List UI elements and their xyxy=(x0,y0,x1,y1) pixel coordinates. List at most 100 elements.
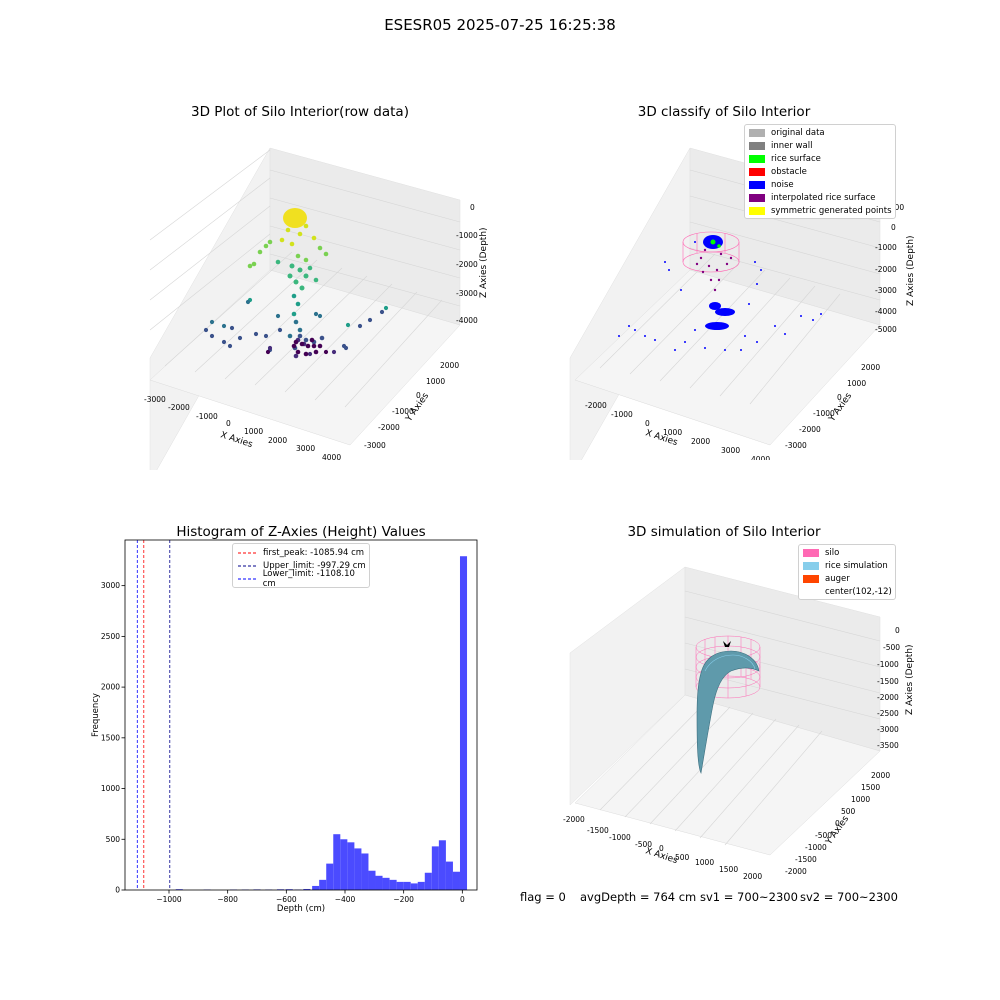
legend-swatch xyxy=(749,167,765,176)
legend-entry: first_peak: -1085.94 cm xyxy=(233,546,369,559)
raw-plot-title: 3D Plot of Silo Interior(row data) xyxy=(191,104,409,120)
z-tick: 0 xyxy=(895,626,900,635)
y-tick: -1000 xyxy=(805,843,827,852)
y-axis-label: Frequency xyxy=(91,693,101,737)
y-tick: 1000 xyxy=(851,795,870,804)
legend-swatch xyxy=(749,154,765,163)
x-tick: 3000 xyxy=(721,446,740,455)
legend-entry: interpolated rice surface xyxy=(745,191,895,204)
y-tick-label: 500 xyxy=(106,835,121,844)
y-tick: 500 xyxy=(841,807,856,816)
histogram-bar xyxy=(452,871,460,890)
status-avg-depth: avgDepth = 764 cm xyxy=(580,890,697,904)
legend-line-first-peak xyxy=(238,552,258,553)
z-tick: -3000 xyxy=(877,725,899,734)
legend-swatch xyxy=(803,588,819,596)
legend-swatch xyxy=(749,206,765,215)
z-tick: -1000 xyxy=(456,231,478,240)
y-tick: 2000 xyxy=(871,771,890,780)
x-axis-label: Depth (cm) xyxy=(277,904,325,914)
x-tick-label: −1000 xyxy=(156,895,182,904)
y-tick: -2000 xyxy=(378,423,400,432)
classify-legend: original data inner wall rice surface ob… xyxy=(744,124,896,219)
rice-surface-mesh xyxy=(704,654,756,672)
y-tick: -1000 xyxy=(813,409,835,418)
legend-entry: inner wall xyxy=(745,139,895,152)
simulation-legend: silo rice simulation auger center(102,-1… xyxy=(798,544,896,600)
y-tick: 2000 xyxy=(440,361,459,370)
x-tick: 1000 xyxy=(663,428,682,437)
floor-pane xyxy=(574,694,881,856)
legend-entry: rice surface xyxy=(745,152,895,165)
legend-swatch xyxy=(803,548,819,557)
status-sv1: sv1 = 700~2300 xyxy=(700,890,798,904)
z-tick: -3500 xyxy=(877,741,899,750)
grid-lines xyxy=(149,149,461,408)
histogram-legend: first_peak: -1085.94 cm Upper_limit: -99… xyxy=(232,543,370,589)
z-tick: -3000 xyxy=(456,289,478,298)
auger-center-marker xyxy=(723,641,731,647)
y-tick: -3000 xyxy=(364,441,386,450)
z-axis-label: Z Axies (Depth) xyxy=(905,644,915,715)
legend-line-upper-limit xyxy=(238,565,258,566)
z-tick: -3000 xyxy=(875,286,897,295)
y-tick-label: 3000 xyxy=(101,581,120,590)
histogram-bar xyxy=(389,879,397,890)
x-tick: -2000 xyxy=(585,401,607,410)
z-tick: -4000 xyxy=(456,316,478,325)
x-tick-label: 0 xyxy=(460,895,465,904)
histogram-bar xyxy=(368,870,376,890)
x-tick: 2000 xyxy=(743,872,762,881)
histogram-title: Histogram of Z-Axies (Height) Values xyxy=(176,524,426,540)
legend-entry: silo xyxy=(799,546,895,559)
z-tick: -1000 xyxy=(875,243,897,252)
y-tick: 1000 xyxy=(426,377,445,386)
x-tick: 0 xyxy=(645,419,650,428)
x-tick: -500 xyxy=(635,840,652,849)
y-tick: -1500 xyxy=(795,855,817,864)
y-tick: 0 xyxy=(416,391,421,400)
legend-swatch xyxy=(803,574,819,583)
histogram-bar xyxy=(438,840,446,890)
legend-entry: center(102,-12) xyxy=(799,585,895,598)
x-tick-label: −400 xyxy=(335,895,356,904)
y-tick-label: 1500 xyxy=(101,733,120,742)
legend-swatch xyxy=(749,193,765,202)
simulation-3d-plot: -2000 -1500 -1000 -500 0 500 1000 1500 2… xyxy=(563,566,915,881)
x-tick: 1000 xyxy=(244,427,263,436)
raw-point-cloud xyxy=(203,208,389,359)
z-axis-label: Z Axies (Depth) xyxy=(479,227,489,298)
histogram-bar xyxy=(375,875,383,890)
x-tick-label: −600 xyxy=(276,895,297,904)
z-tick: -5000 xyxy=(875,325,897,334)
x-tick: 4000 xyxy=(322,453,341,462)
histogram-bar xyxy=(175,889,183,890)
x-tick: 1500 xyxy=(719,865,738,874)
histogram-bar xyxy=(382,877,390,890)
legend-entry: original data xyxy=(745,126,895,139)
legend-entry: Upper_limit: -997.29 cm xyxy=(233,559,369,572)
legend-entry: obstacle xyxy=(745,165,895,178)
rice-simulation-surface xyxy=(696,650,760,774)
y-tick-label: 0 xyxy=(115,886,120,895)
z-tick: -500 xyxy=(883,643,900,652)
legend-swatch xyxy=(749,141,765,150)
histogram-bar xyxy=(354,848,362,890)
histogram-plot-area: −1000 −800 −600 −400 −200 0 0 500 1000 1500 2000 25… xyxy=(101,540,468,904)
legend-entry: symmetric generated points xyxy=(745,204,895,217)
z-tick: 0 xyxy=(891,223,896,232)
x-tick: 0 xyxy=(659,844,664,853)
floor-pane xyxy=(574,269,881,446)
histogram-bar xyxy=(312,885,320,890)
histogram-bar xyxy=(326,863,334,890)
interpolated-points xyxy=(695,248,733,292)
y-tick: -1000 xyxy=(392,407,414,416)
histogram-bar xyxy=(319,879,327,890)
y-tick: 0 xyxy=(835,819,840,828)
x-tick: -1000 xyxy=(609,833,631,842)
z-tick: -4000 xyxy=(875,307,897,316)
status-flag: flag = 0 xyxy=(520,890,566,904)
y-tick: -2000 xyxy=(785,867,807,876)
histogram-bar xyxy=(396,881,404,890)
z-tick: 0 xyxy=(470,203,475,212)
